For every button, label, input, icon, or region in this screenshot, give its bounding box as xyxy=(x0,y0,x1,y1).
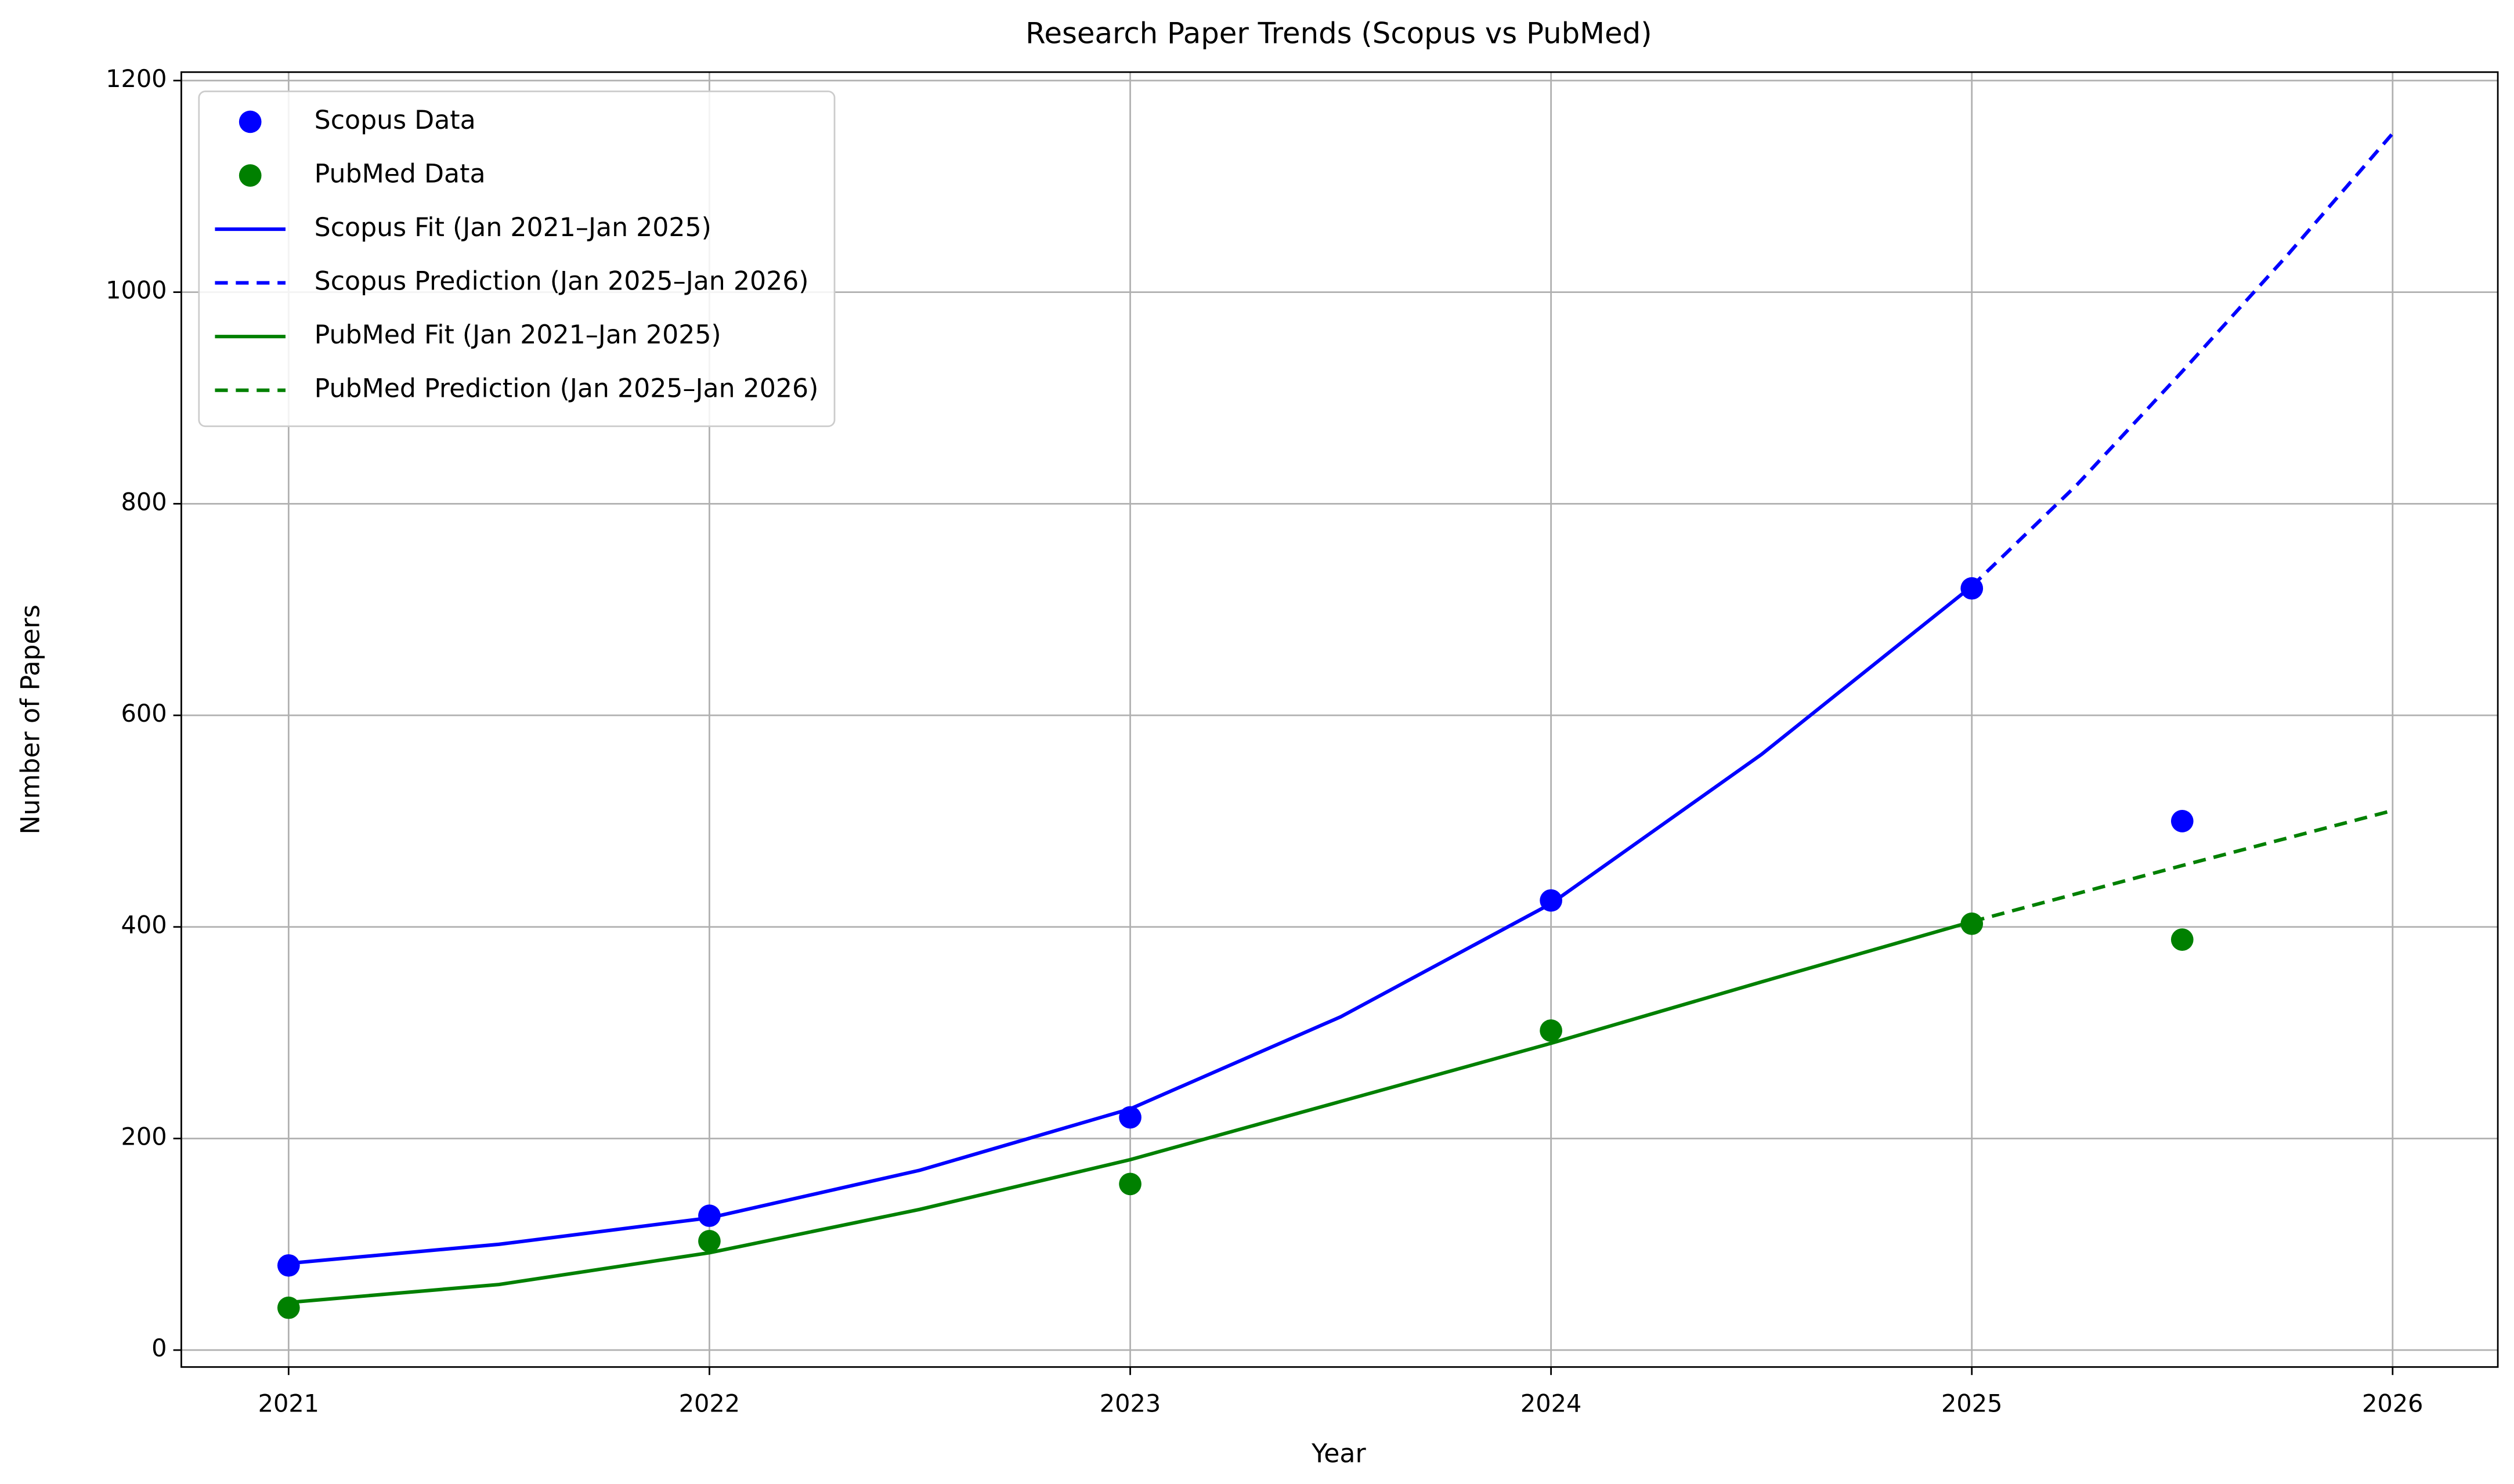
legend-label: PubMed Prediction (Jan 2025–Jan 2026) xyxy=(315,374,819,404)
data-point xyxy=(698,1230,721,1253)
fit-line xyxy=(1970,132,2394,588)
legend-label: Scopus Prediction (Jan 2025–Jan 2026) xyxy=(315,267,809,296)
legend: Scopus Data PubMed Data Scopus Fit (Jan 20… xyxy=(198,91,836,428)
x-tick-label: 2024 xyxy=(1520,1390,1581,1418)
data-point xyxy=(1119,1106,1142,1129)
legend-label: PubMed Fit (Jan 2021–Jan 2025) xyxy=(315,320,721,350)
y-tick-label: 1000 xyxy=(106,277,167,305)
data-point xyxy=(277,1254,300,1277)
fit-line xyxy=(288,920,1973,1305)
legend-marker xyxy=(239,110,262,133)
x-tick-label: 2025 xyxy=(1941,1390,2002,1418)
x-tick-label: 2026 xyxy=(2362,1390,2423,1418)
x-tick-label: 2023 xyxy=(1100,1390,1161,1418)
data-point xyxy=(2170,810,2194,833)
y-tick-label: 400 xyxy=(121,911,167,939)
y-tick-label: 0 xyxy=(151,1334,167,1362)
legend-label: PubMed Data xyxy=(315,159,486,189)
data-point xyxy=(698,1204,721,1227)
data-point xyxy=(2170,928,2194,951)
x-tick-label: 2021 xyxy=(258,1390,319,1418)
plot-frame xyxy=(180,71,2499,1368)
data-point xyxy=(1960,912,1984,935)
x-axis-label: Year xyxy=(1311,1439,1366,1468)
y-tick-label: 800 xyxy=(121,488,167,516)
legend-marker xyxy=(239,164,262,187)
y-tick-label: 200 xyxy=(121,1123,167,1150)
legend-box xyxy=(198,91,836,428)
legend-label: Scopus Data xyxy=(315,106,476,135)
data-point xyxy=(277,1296,300,1319)
data-point xyxy=(1119,1172,1142,1196)
y-tick-label: 600 xyxy=(121,700,167,727)
fit-line xyxy=(1971,809,2393,924)
x-tick-label: 2022 xyxy=(679,1390,740,1418)
chart-title: Research Paper Trends (Scopus vs PubMed) xyxy=(1025,16,1652,50)
data-point xyxy=(1960,577,1984,600)
data-point xyxy=(1540,1019,1562,1042)
y-axis-label: Number of Papers xyxy=(16,605,46,834)
y-tick-label: 1200 xyxy=(106,65,167,93)
legend-label: Scopus Fit (Jan 2021–Jan 2025) xyxy=(315,213,711,242)
data-point xyxy=(1540,889,1562,912)
